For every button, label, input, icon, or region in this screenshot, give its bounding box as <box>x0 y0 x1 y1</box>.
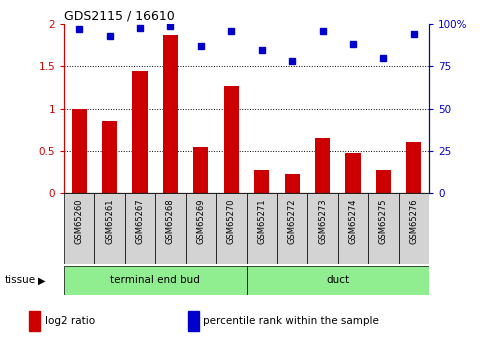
Bar <box>246 193 277 264</box>
Bar <box>64 193 95 264</box>
Text: GSM65271: GSM65271 <box>257 199 266 244</box>
Bar <box>315 138 330 193</box>
Text: GSM65269: GSM65269 <box>196 199 206 244</box>
Text: GDS2115 / 16610: GDS2115 / 16610 <box>64 10 175 23</box>
Text: duct: duct <box>326 275 349 285</box>
Text: GSM65275: GSM65275 <box>379 199 388 244</box>
Bar <box>338 193 368 264</box>
Text: terminal end bud: terminal end bud <box>110 275 200 285</box>
Bar <box>376 170 391 193</box>
Bar <box>398 193 429 264</box>
Bar <box>254 169 269 193</box>
Text: GSM65276: GSM65276 <box>409 199 418 245</box>
Bar <box>216 193 246 264</box>
Text: GSM65270: GSM65270 <box>227 199 236 244</box>
Text: GSM65274: GSM65274 <box>349 199 357 244</box>
Text: log2 ratio: log2 ratio <box>45 316 95 326</box>
Text: percentile rank within the sample: percentile rank within the sample <box>204 316 379 326</box>
Bar <box>224 86 239 193</box>
Text: GSM65267: GSM65267 <box>136 199 144 245</box>
Text: GSM65260: GSM65260 <box>75 199 84 244</box>
Bar <box>406 142 422 193</box>
Text: tissue: tissue <box>5 275 36 285</box>
Text: GSM65261: GSM65261 <box>105 199 114 244</box>
Bar <box>277 193 307 264</box>
Bar <box>345 154 360 193</box>
Bar <box>193 147 209 193</box>
Bar <box>133 71 148 193</box>
Bar <box>71 109 87 193</box>
Bar <box>368 193 398 264</box>
Bar <box>246 266 429 295</box>
Text: ▶: ▶ <box>38 275 46 285</box>
Bar <box>186 193 216 264</box>
Bar <box>125 193 155 264</box>
Bar <box>64 266 246 295</box>
Bar <box>187 310 199 331</box>
Text: GSM65268: GSM65268 <box>166 199 175 245</box>
Bar <box>102 121 117 193</box>
Text: GSM65272: GSM65272 <box>287 199 297 244</box>
Bar <box>307 193 338 264</box>
Bar <box>163 35 178 193</box>
Bar <box>29 310 40 331</box>
Bar <box>284 174 300 193</box>
Bar <box>155 193 186 264</box>
Bar <box>95 193 125 264</box>
Text: GSM65273: GSM65273 <box>318 199 327 245</box>
